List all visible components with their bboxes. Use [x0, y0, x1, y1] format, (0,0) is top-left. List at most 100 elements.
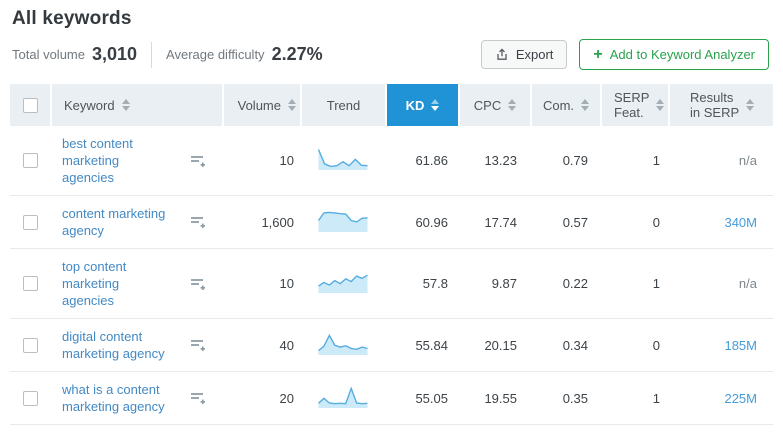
keyword-link[interactable]: best content marketing agencies: [62, 136, 133, 185]
trend-sparkline: [300, 126, 385, 195]
row-checkbox-cell: [10, 249, 50, 318]
row-checkbox-cell: [10, 196, 50, 248]
sort-arrows-icon: [656, 99, 665, 111]
total-volume-value: 3,010: [91, 44, 138, 64]
serp-features-value: 1: [652, 153, 660, 168]
avg-difficulty-label: Average difficulty: [166, 47, 265, 62]
keyword-cell: best content marketing agencies: [50, 126, 222, 195]
results-in-serp-value: n/a: [738, 153, 757, 168]
trend-sparkline: [300, 319, 385, 371]
results-in-serp-value[interactable]: 225M: [724, 390, 757, 406]
row-checkbox[interactable]: [22, 276, 38, 291]
select-all-checkbox[interactable]: [22, 97, 38, 113]
add-to-list-icon[interactable]: [190, 391, 206, 405]
row-checkbox-cell: [10, 126, 50, 195]
trend-sparkline: [300, 372, 385, 424]
row-checkbox[interactable]: [22, 214, 38, 230]
keyword-link[interactable]: content marketing agency: [62, 206, 166, 238]
kd-value: 55.84: [415, 337, 448, 353]
keyword-cell: content marketing recruitment agency: [50, 425, 222, 434]
keyword-link[interactable]: top content marketing agencies: [62, 259, 127, 308]
column-header-serp-features[interactable]: SERP Feat.: [600, 84, 668, 126]
column-header-keyword[interactable]: Keyword: [50, 84, 222, 126]
add-to-list-icon[interactable]: [190, 277, 206, 291]
keywords-table: Keyword Volume Trend KD CPC Com.: [10, 84, 773, 434]
serp-features-value: 0: [600, 425, 668, 434]
column-header-cpc[interactable]: CPC: [458, 84, 530, 126]
keyword-link[interactable]: digital content marketing agency: [62, 329, 165, 361]
volume-value: 1,600: [261, 214, 294, 230]
com-value: 0.57: [562, 214, 588, 230]
table-row: content marketing recruitment agency 30 …: [10, 425, 773, 434]
results-in-serp-value[interactable]: 56.3M: [668, 425, 773, 434]
summary-stats: Total volume 3,010 Average difficulty 2.…: [12, 41, 323, 68]
table-row: digital content marketing agency 40 55.8…: [10, 319, 773, 372]
row-checkbox-cell: [10, 372, 50, 424]
row-checkbox[interactable]: [22, 390, 38, 406]
export-button[interactable]: Export: [480, 40, 568, 69]
add-to-list-icon[interactable]: [190, 154, 206, 168]
sort-arrows-icon: [431, 99, 440, 111]
table-row: top content marketing agencies 10 57.8 9…: [10, 249, 773, 319]
sort-arrows-icon: [746, 99, 755, 111]
results-in-serp-value[interactable]: 185M: [724, 337, 757, 353]
add-to-keyword-analyzer-button[interactable]: + Add to Keyword Analyzer: [579, 39, 769, 70]
page-title: All keywords: [12, 8, 132, 29]
com-value: 0.22: [562, 276, 588, 291]
com-value: 0.34: [562, 337, 588, 353]
keyword-cell: top content marketing agencies: [50, 249, 222, 318]
sort-arrows-icon: [288, 99, 296, 111]
kd-value: 60.96: [415, 214, 448, 230]
sort-arrows-icon: [121, 99, 130, 111]
kd-value: 61.86: [415, 153, 448, 168]
toolbar: Export + Add to Keyword Analyzer: [480, 39, 769, 70]
sort-arrows-icon: [508, 99, 517, 111]
add-to-list-icon[interactable]: [190, 338, 206, 352]
volume-value: 10: [279, 276, 294, 291]
trend-sparkline: [300, 249, 385, 318]
results-in-serp-value[interactable]: 340M: [724, 214, 757, 230]
table-row: best content marketing agencies 10 61.86…: [10, 126, 773, 196]
trend-sparkline: [300, 425, 385, 434]
column-header-volume[interactable]: Volume: [222, 84, 300, 126]
cpc-value: 17.74: [484, 214, 517, 230]
table-body: best content marketing agencies 10 61.86…: [10, 126, 773, 434]
panel-header: All keywords Total volume 3,010 Average …: [0, 0, 783, 70]
volume-value: 40: [279, 337, 294, 353]
cpc-value: 20.15: [484, 337, 517, 353]
column-header-trend: Trend: [300, 84, 385, 126]
add-to-list-icon[interactable]: [190, 215, 206, 229]
serp-features-value: 1: [652, 390, 660, 406]
row-checkbox[interactable]: [22, 337, 38, 353]
cpc-value: 13.23: [484, 153, 517, 168]
kd-value: 55.05: [415, 390, 448, 406]
cpc-value: 19.55: [484, 390, 517, 406]
kd-value: 52.77: [385, 425, 458, 434]
cpc-value: 9.87: [491, 276, 517, 291]
keyword-link[interactable]: what is a content marketing agency: [62, 382, 165, 414]
column-header-kd-active-sort[interactable]: KD: [385, 84, 458, 126]
serp-features-value: 0: [652, 214, 660, 230]
keyword-cell: what is a content marketing agency: [50, 372, 222, 424]
plus-icon: +: [593, 45, 603, 63]
row-checkbox[interactable]: [22, 153, 38, 168]
keyword-cell: digital content marketing agency: [50, 319, 222, 371]
cpc-value: 33.65: [458, 425, 530, 434]
table-header-row: Keyword Volume Trend KD CPC Com.: [10, 84, 773, 126]
header-cell-checkbox: [10, 84, 50, 126]
table-row: what is a content marketing agency 20 55…: [10, 372, 773, 425]
volume-value: 10: [279, 153, 294, 168]
serp-features-value: 1: [652, 276, 660, 291]
results-in-serp-value: n/a: [738, 276, 757, 291]
export-label: Export: [515, 47, 554, 62]
com-value: 1: [530, 425, 600, 434]
total-volume-label: Total volume: [12, 47, 85, 62]
column-header-results-in-serp[interactable]: Results in SERP: [668, 84, 773, 126]
kd-value: 57.8: [422, 276, 448, 291]
sort-arrows-icon: [581, 99, 590, 111]
volume-value: 30: [222, 425, 300, 434]
table-row: content marketing agency 1,600 60.96 17.…: [10, 196, 773, 249]
serp-features-value: 0: [652, 337, 660, 353]
column-header-com[interactable]: Com.: [530, 84, 600, 126]
